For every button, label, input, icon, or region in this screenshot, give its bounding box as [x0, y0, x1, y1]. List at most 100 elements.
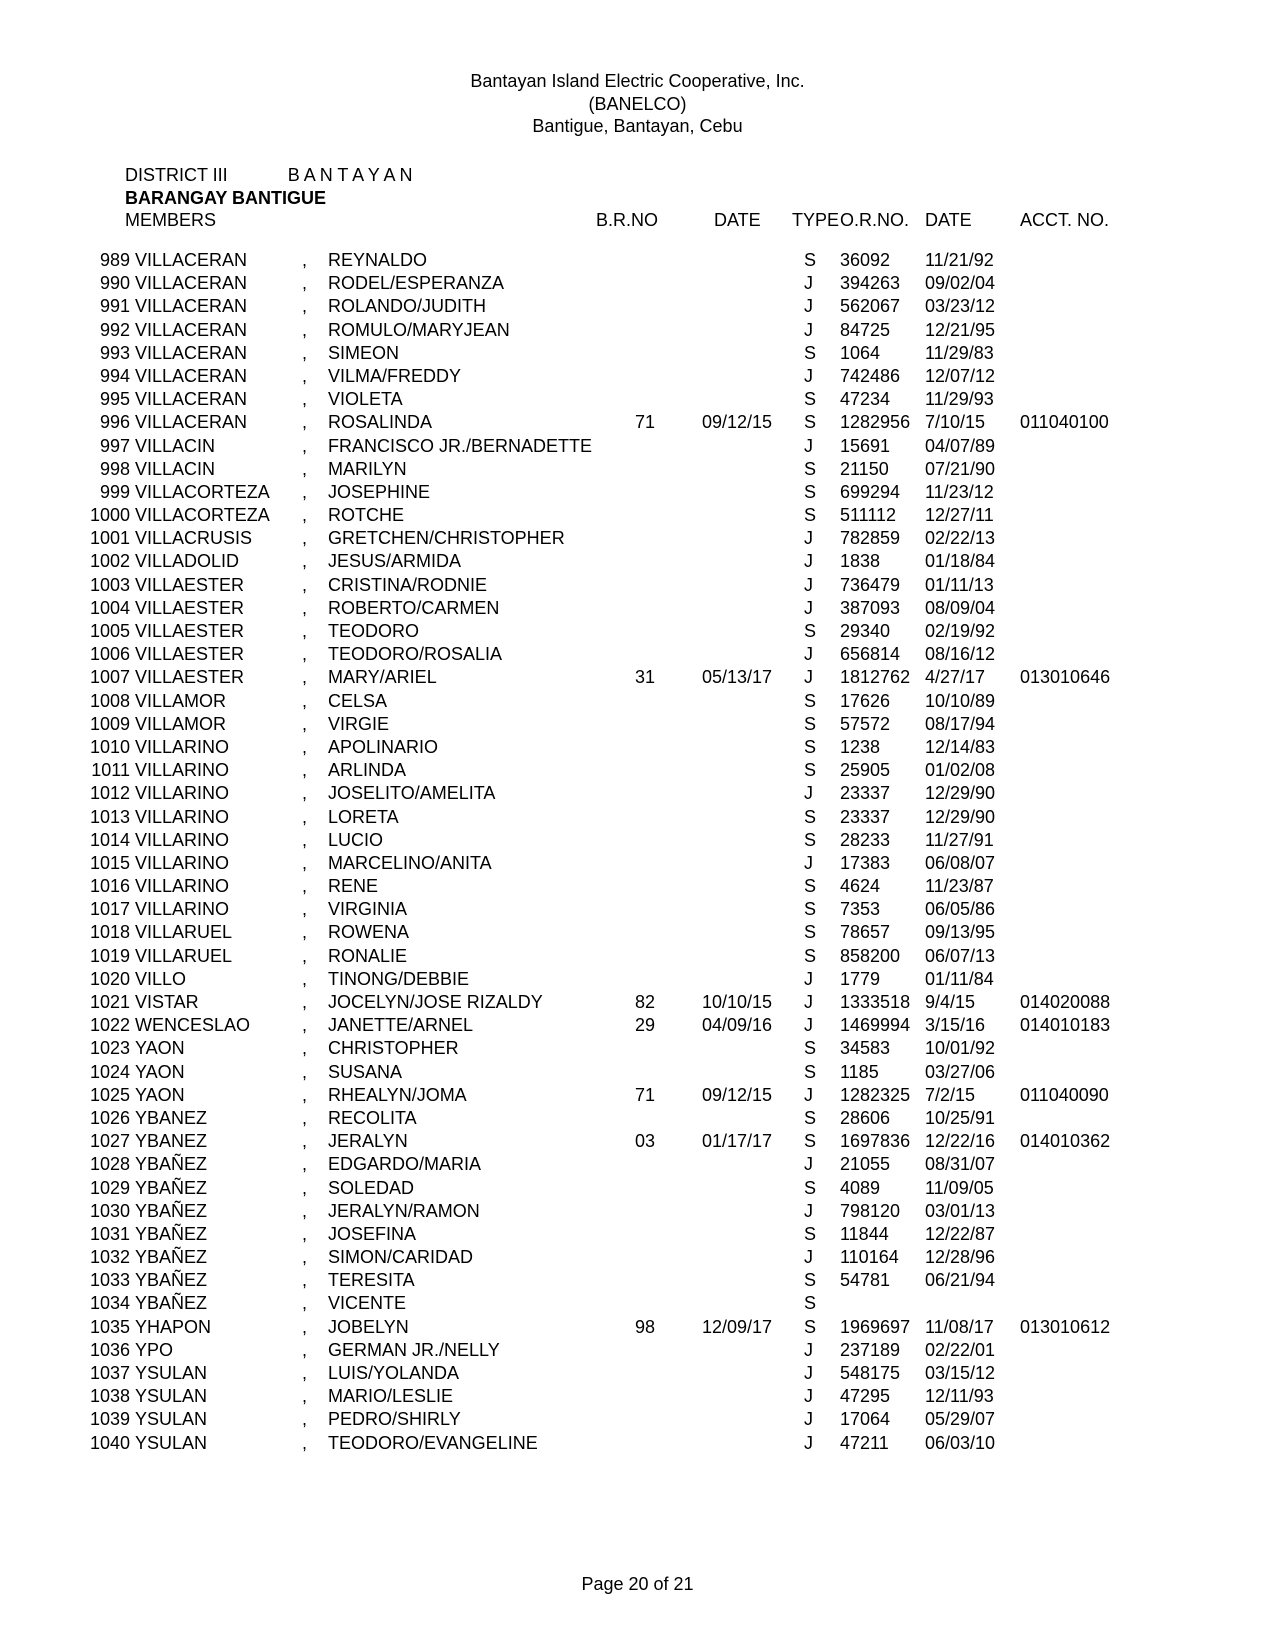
cell-firstname: ROLANDO/JUDITH — [328, 296, 486, 317]
cell-firstname: VIRGIE — [328, 714, 389, 735]
cell-type: S — [804, 343, 824, 364]
cell-comma: , — [302, 436, 307, 457]
cell-lastname: YAON — [135, 1085, 185, 1106]
cell-num: 1009 — [75, 714, 130, 735]
member-rows: 989VILLACERAN,REYNALDOS3609211/21/92990V… — [0, 250, 1275, 1456]
cell-firstname: ROBERTO/CARMEN — [328, 598, 499, 619]
table-row: 991VILLACERAN,ROLANDO/JUDITHJ56206703/23… — [0, 296, 1275, 319]
cell-num: 1037 — [75, 1363, 130, 1384]
cell-acct: 013010612 — [1020, 1317, 1110, 1338]
cell-lastname: VILLARINO — [135, 807, 229, 828]
table-row: 1001VILLACRUSIS,GRETCHEN/CHRISTOPHERJ782… — [0, 528, 1275, 551]
table-row: 1038YSULAN,MARIO/LESLIEJ4729512/11/93 — [0, 1386, 1275, 1409]
cell-comma: , — [302, 1386, 307, 1407]
cell-num: 1020 — [75, 969, 130, 990]
cell-lastname: YSULAN — [135, 1363, 207, 1384]
cell-num: 1028 — [75, 1154, 130, 1175]
cell-date2: 12/22/16 — [925, 1131, 995, 1152]
cell-lastname: VILLAESTER — [135, 621, 244, 642]
hdr-acct: ACCT. NO. — [1020, 210, 1109, 231]
cell-orno: 4624 — [840, 876, 880, 897]
cell-firstname: CHRISTOPHER — [328, 1038, 459, 1059]
cell-type: S — [804, 922, 824, 943]
cell-type: S — [804, 691, 824, 712]
cell-type: J — [804, 969, 824, 990]
cell-comma: , — [302, 691, 307, 712]
cell-acct: 014010362 — [1020, 1131, 1110, 1152]
table-row: 1039YSULAN,PEDRO/SHIRLYJ1706405/29/07 — [0, 1409, 1275, 1432]
cell-date1: 01/17/17 — [702, 1131, 772, 1152]
cell-orno: 1238 — [840, 737, 880, 758]
cell-type: J — [804, 366, 824, 387]
cell-comma: , — [302, 969, 307, 990]
cell-lastname: YBAÑEZ — [135, 1178, 207, 1199]
cell-num: 1033 — [75, 1270, 130, 1291]
cell-lastname: YSULAN — [135, 1433, 207, 1454]
cell-num: 991 — [75, 296, 130, 317]
cell-num: 1007 — [75, 667, 130, 688]
hdr-date: DATE — [714, 210, 761, 231]
cell-type: S — [804, 412, 824, 433]
cell-orno: 110164 — [840, 1247, 899, 1268]
table-row: 999VILLACORTEZA,JOSEPHINES69929411/23/12 — [0, 482, 1275, 505]
cell-date2: 11/23/12 — [925, 482, 994, 503]
cell-type: S — [804, 1270, 824, 1291]
cell-num: 990 — [75, 273, 130, 294]
cell-orno: 47234 — [840, 389, 890, 410]
cell-num: 1030 — [75, 1201, 130, 1222]
cell-firstname: TEODORO/ROSALIA — [328, 644, 502, 665]
cell-type: S — [804, 1062, 824, 1083]
cell-firstname: MARCELINO/ANITA — [328, 853, 492, 874]
cell-date2: 08/31/07 — [925, 1154, 995, 1175]
cell-comma: , — [302, 296, 307, 317]
cell-orno: 1838 — [840, 551, 880, 572]
cell-num: 1014 — [75, 830, 130, 851]
cell-lastname: VILLACERAN — [135, 320, 247, 341]
cell-orno: 511112 — [840, 505, 896, 526]
table-row: 1036YPO,GERMAN JR./NELLYJ23718902/22/01 — [0, 1340, 1275, 1363]
cell-date2: 02/19/92 — [925, 621, 995, 642]
cell-date2: 06/08/07 — [925, 853, 995, 874]
page: Bantayan Island Electric Cooperative, In… — [0, 0, 1275, 1650]
cell-date2: 06/07/13 — [925, 946, 995, 967]
cell-firstname: MARILYN — [328, 459, 407, 480]
table-row: 1012VILLARINO,JOSELITO/AMELITAJ2333712/2… — [0, 783, 1275, 806]
cell-type: J — [804, 783, 824, 804]
cell-num: 1018 — [75, 922, 130, 943]
cell-firstname: VIOLETA — [328, 389, 403, 410]
cell-firstname: ROSALINDA — [328, 412, 432, 433]
cell-orno: 1697836 — [840, 1131, 910, 1152]
cell-lastname: YHAPON — [135, 1317, 211, 1338]
cell-comma: , — [302, 250, 307, 271]
table-row: 1003VILLAESTER,CRISTINA/RODNIEJ73647901/… — [0, 575, 1275, 598]
cell-firstname: LUIS/YOLANDA — [328, 1363, 459, 1384]
cell-lastname: VILLARINO — [135, 899, 229, 920]
cell-comma: , — [302, 783, 307, 804]
cell-date2: 04/07/89 — [925, 436, 995, 457]
cell-comma: , — [302, 714, 307, 735]
cell-firstname: CRISTINA/RODNIE — [328, 575, 487, 596]
cell-type: J — [804, 1363, 824, 1384]
cell-lastname: VILLARINO — [135, 760, 229, 781]
table-row: 990VILLACERAN,RODEL/ESPERANZAJ39426309/0… — [0, 273, 1275, 296]
cell-date2: 11/29/93 — [925, 389, 994, 410]
cell-type: S — [804, 505, 824, 526]
cell-num: 1019 — [75, 946, 130, 967]
cell-date2: 12/07/12 — [925, 366, 995, 387]
cell-firstname: VIRGINIA — [328, 899, 407, 920]
cell-type: J — [804, 1015, 824, 1036]
cell-num: 1011 — [75, 760, 130, 781]
cell-comma: , — [302, 807, 307, 828]
cell-num: 1016 — [75, 876, 130, 897]
cell-type: J — [804, 320, 824, 341]
table-row: 1030YBAÑEZ,JERALYN/RAMONJ79812003/01/13 — [0, 1201, 1275, 1224]
cell-comma: , — [302, 366, 307, 387]
cell-num: 1010 — [75, 737, 130, 758]
cell-orno: 394263 — [840, 273, 900, 294]
cell-num: 1004 — [75, 598, 130, 619]
table-row: 1006VILLAESTER,TEODORO/ROSALIAJ65681408/… — [0, 644, 1275, 667]
cell-comma: , — [302, 922, 307, 943]
cell-num: 1000 — [75, 505, 130, 526]
cell-date2: 12/28/96 — [925, 1247, 995, 1268]
cell-type: J — [804, 1085, 824, 1106]
